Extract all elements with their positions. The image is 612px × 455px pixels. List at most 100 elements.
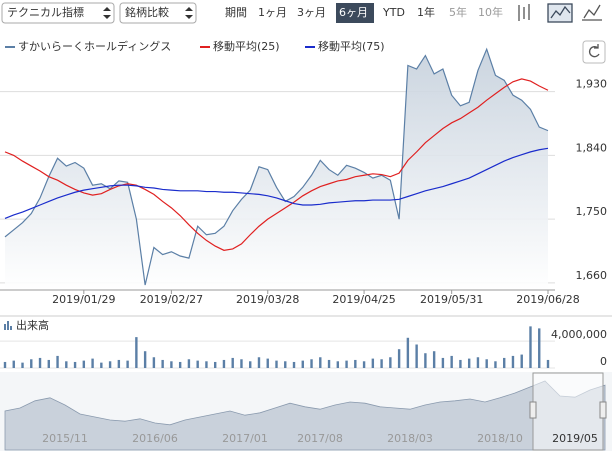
dropdown-arrow [103, 7, 111, 19]
area-icon-line [550, 5, 571, 19]
navigator-area [4, 380, 606, 451]
period-button[interactable]: 6ヶ月 [339, 6, 368, 19]
volume-bar [459, 359, 462, 368]
line-icon[interactable] [582, 4, 602, 21]
volume-bar [231, 357, 234, 368]
volume-bar [257, 357, 261, 368]
volume-bar [520, 354, 523, 368]
period-selected-bg [336, 3, 374, 23]
volume-bar [82, 360, 86, 368]
volume-bar [196, 360, 199, 368]
volume-bar [415, 344, 418, 368]
period-button: 5年 [449, 5, 467, 19]
series-line [4, 147, 549, 220]
volume-bar [222, 359, 226, 368]
x-tick-label: 2019/02/27 [140, 293, 203, 306]
volume-bar [178, 361, 182, 368]
legend-label: 移動平均(75) [318, 39, 385, 53]
volume-bar [65, 361, 68, 368]
volume-bar [73, 361, 77, 368]
volume-bar [301, 360, 304, 368]
volume-bar [161, 359, 164, 368]
volume-bar [476, 357, 480, 368]
refresh-button[interactable] [582, 40, 606, 64]
series-line [4, 78, 549, 251]
volume-bar [135, 337, 138, 368]
volume-bar [91, 358, 94, 368]
candle-icon[interactable] [518, 4, 530, 21]
volume-bar [187, 359, 191, 368]
volume-bar [240, 359, 243, 368]
volume-bar [397, 349, 401, 368]
volume-bar [546, 359, 550, 368]
volume-bar [538, 328, 541, 368]
volume-bar [345, 360, 348, 368]
x-tick-label: 2019/05/31 [420, 293, 483, 306]
x-tick-label: 2019/06/28 [516, 293, 579, 306]
volume-bar [108, 361, 112, 368]
period-label: 期間 [225, 6, 247, 19]
compare-dropdown[interactable] [119, 2, 197, 24]
navigator-label: 2018/10 [477, 432, 523, 445]
volume-title: 出来高 [16, 318, 49, 332]
indicator-dropdown[interactable] [1, 2, 115, 24]
volume-bar [170, 361, 173, 368]
y-tick-label: 0 [600, 355, 607, 368]
series-line [4, 47, 549, 286]
volume-bar [380, 359, 383, 368]
volume-bar [406, 337, 410, 368]
volume-bar [30, 359, 33, 368]
y-tick-label: 1,840 [576, 141, 608, 154]
navigator-label: 2017/08 [297, 432, 343, 445]
volume-bar [503, 357, 506, 368]
period-button[interactable]: 1ヶ月 [258, 6, 287, 19]
volume-bar [152, 357, 156, 368]
y-tick-label: 1,750 [576, 205, 608, 218]
period-button: 10年 [478, 5, 503, 19]
volume-bar [494, 361, 497, 368]
toolbar: テクニカル指標 銘柄比較 期間 1ヶ月 3ヶ月 6ヶ月 YTD 1年 5年 10年 [1, 2, 602, 24]
legend-label: 移動平均(25) [213, 39, 280, 53]
navigator-label: 2016/06 [132, 432, 178, 445]
navigator-handle[interactable] [599, 401, 607, 419]
volume-bar [47, 359, 50, 368]
legend-label: すかいらーくホールディングス [18, 39, 171, 53]
volume-bar [205, 361, 208, 368]
navigator-label: 2017/01 [222, 432, 268, 445]
volume-bar [467, 358, 471, 368]
volume-bar [284, 361, 287, 368]
volume-bar [213, 361, 217, 368]
navigator-handle[interactable] [529, 401, 537, 419]
x-tick-label: 2019/04/25 [332, 293, 395, 306]
volume-bar [354, 359, 357, 368]
navigator-window [532, 372, 604, 451]
volume-bar [485, 359, 488, 368]
period-button[interactable]: YTD [382, 6, 405, 19]
dropdown-label: 銘柄比較 [125, 5, 169, 19]
dropdown-arrow [185, 7, 193, 19]
y-tick-label: 1,660 [576, 269, 608, 282]
y-tick-label: 4,000,000 [551, 328, 607, 341]
period-button[interactable]: 3ヶ月 [297, 6, 326, 19]
volume-bar [126, 360, 129, 368]
volume-bar [143, 351, 147, 368]
volume-bar [327, 359, 331, 368]
y-tick-label: 1,930 [576, 78, 608, 91]
volume-bar [441, 357, 445, 368]
volume-bar [424, 353, 427, 368]
volume-bar [310, 359, 313, 368]
volume-bar [117, 359, 121, 368]
volume-bar [529, 326, 532, 368]
navigator-label: 2018/03 [387, 432, 433, 445]
volume-bar [275, 360, 278, 368]
navigator-label: 2015/11 [42, 432, 88, 445]
volume-bar [292, 361, 296, 368]
volume-bar [21, 362, 24, 368]
volume-bar [511, 355, 515, 368]
volume-bar [371, 358, 375, 368]
period-button[interactable]: 1年 [417, 5, 435, 19]
volume-bar [432, 351, 436, 368]
area-icon[interactable] [547, 3, 573, 23]
volume-bar [266, 358, 269, 368]
